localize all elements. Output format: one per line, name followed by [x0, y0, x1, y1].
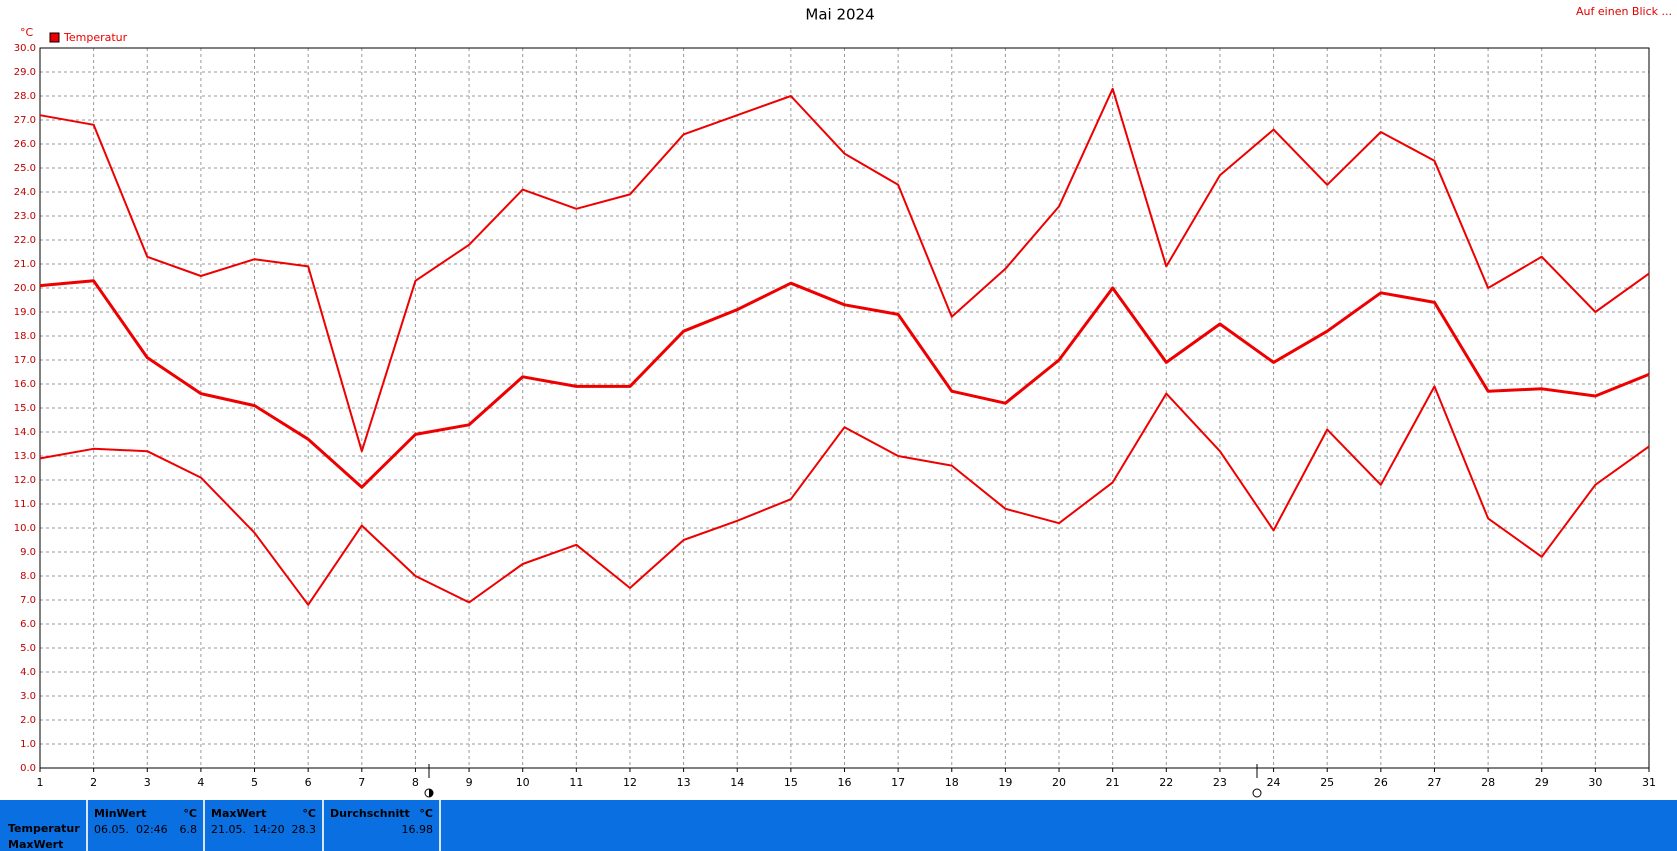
max-cell: MaxWert °C 21.05. 14:20 28.3 — [205, 800, 324, 851]
x-tick-label: 9 — [466, 776, 473, 789]
x-tick-label: 19 — [998, 776, 1012, 789]
header: Durchschnitt — [330, 807, 410, 820]
x-tick-label: 3 — [144, 776, 151, 789]
y-tick-label: 1.0 — [20, 739, 36, 750]
y-tick-label: 27.0 — [14, 115, 36, 126]
y-tick-label: 3.0 — [20, 691, 36, 702]
y-tick-label: 29.0 — [14, 67, 36, 78]
y-tick-label: 0.0 — [20, 763, 36, 774]
row-label: Temperatur — [8, 822, 80, 835]
y-tick-label: 14.0 — [14, 427, 36, 438]
y-tick-label: 8.0 — [20, 571, 36, 582]
chart: Mai 2024 °C Auf einen Blick ... 0.0 1.0 2.… — [14, 5, 1672, 798]
unit: °C — [183, 807, 197, 820]
time: 06.05. 02:46 — [94, 823, 168, 836]
y-tick-label: 26.0 — [14, 139, 36, 150]
y-tick-label: 12.0 — [14, 475, 36, 486]
x-tick-label: 28 — [1481, 776, 1495, 789]
x-tick-label: 2 — [90, 776, 97, 789]
y-tick-label: 17.0 — [14, 355, 36, 366]
avg-cell: Durchschnitt °C 16.98 — [324, 800, 441, 851]
x-tick-label: 31 — [1642, 776, 1656, 789]
x-tick-label: 1 — [37, 776, 44, 789]
y-tick-label: 10.0 — [14, 523, 36, 534]
moon-shade — [429, 789, 433, 797]
value: 28.3 — [291, 823, 317, 836]
x-tick-label: 13 — [677, 776, 691, 789]
link[interactable]: Auf einen Blick ... — [1576, 5, 1672, 18]
x-tick-label: 14 — [730, 776, 744, 789]
header: MaxWert — [211, 807, 267, 820]
min-cell: MinWert °C 06.05. 02:46 6.8 — [88, 800, 205, 851]
y-tick-label: 5.0 — [20, 643, 36, 654]
x-tick-label: 12 — [623, 776, 637, 789]
y-tick-label: 16.0 — [14, 379, 36, 390]
x-tick-label: 24 — [1267, 776, 1281, 789]
legend-label: Temperatur — [63, 31, 128, 44]
y-tick-label: 23.0 — [14, 211, 36, 222]
x-tick-label: 15 — [784, 776, 798, 789]
y-tick-label: 7.0 — [20, 595, 36, 606]
y-tick-label: 2.0 — [20, 715, 36, 726]
series-line — [39, 87, 1650, 453]
y-tick-label: 13.0 — [14, 451, 36, 462]
value: 16.98 — [401, 823, 434, 836]
x-tick-label: 7 — [358, 776, 365, 789]
y-tick-label: 6.0 — [20, 619, 36, 630]
x-tick-label: 4 — [197, 776, 204, 789]
legend-swatch — [49, 32, 60, 43]
row-label: MaxWert — [8, 838, 64, 851]
header: MinWert — [94, 807, 147, 820]
x-tick-label: 22 — [1159, 776, 1173, 789]
summary-bar: Temperatur MaxWert MinWert °C 06.05. 02:… — [0, 800, 1677, 851]
y-tick-label: 19.0 — [14, 307, 36, 318]
plot-frame — [39, 47, 1650, 769]
x-tick-label: 29 — [1535, 776, 1549, 789]
series-line — [39, 385, 1650, 606]
x-tick-label: 17 — [891, 776, 905, 789]
x-tick-label: 6 — [305, 776, 312, 789]
x-tick-label: 27 — [1427, 776, 1441, 789]
y-tick-label: 20.0 — [14, 283, 36, 294]
value: 6.8 — [179, 823, 198, 836]
unit: °C — [419, 807, 433, 820]
moon-new — [1252, 788, 1262, 798]
x-tick-label: 20 — [1052, 776, 1066, 789]
x-tick-label: 10 — [516, 776, 530, 789]
y-tick-label: 4.0 — [20, 667, 36, 678]
x-tick-label: 25 — [1320, 776, 1334, 789]
x-tick-label: 5 — [251, 776, 258, 789]
series-line — [39, 279, 1650, 489]
x-tick-label: 18 — [945, 776, 959, 789]
y-tick-label: 28.0 — [14, 91, 36, 102]
x-tick-label: 26 — [1374, 776, 1388, 789]
x-tick-label: 30 — [1588, 776, 1602, 789]
y-tick-label: 9.0 — [20, 547, 36, 558]
x-tick-label: 21 — [1106, 776, 1120, 789]
y-tick-label: 22.0 — [14, 235, 36, 246]
y-tick-label: 15.0 — [14, 403, 36, 414]
time: 21.05. 14:20 — [211, 823, 285, 836]
x-tick-label: 23 — [1213, 776, 1227, 789]
chart-title: Mai 2024 — [805, 6, 874, 24]
y-tick-label: 21.0 — [14, 259, 36, 270]
y-tick-label: 24.0 — [14, 187, 36, 198]
unit-label: °C — [20, 26, 34, 39]
x-tick-label: 11 — [569, 776, 583, 789]
x-tick-label: 16 — [838, 776, 852, 789]
y-tick-label: 11.0 — [14, 499, 36, 510]
y-tick-label: 25.0 — [14, 163, 36, 174]
y-tick-label: 18.0 — [14, 331, 36, 342]
x-tick-label: 8 — [412, 776, 419, 789]
y-tick-label: 30.0 — [14, 43, 36, 54]
unit: °C — [302, 807, 316, 820]
row-labels: Temperatur MaxWert — [0, 800, 88, 851]
